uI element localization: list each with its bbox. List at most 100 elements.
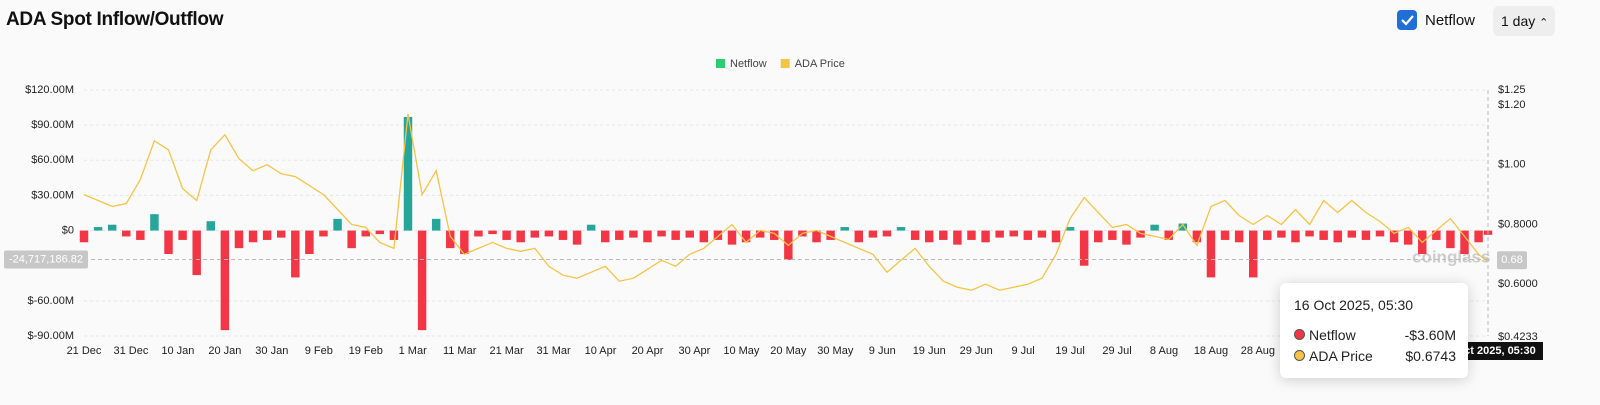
bar — [502, 230, 511, 240]
tooltip-dot — [1294, 350, 1305, 361]
tooltip-dot — [1294, 329, 1305, 340]
x-tick-label: 29 Jun — [960, 345, 993, 357]
bar — [1065, 227, 1075, 231]
bar — [1432, 230, 1441, 240]
y-tick-label: $0 — [62, 224, 74, 236]
y-tick-label: $60.00M — [31, 154, 74, 166]
header: ADA Spot Inflow/Outflow Netflow 1 day ⌃ — [0, 0, 1600, 40]
bar — [953, 230, 962, 245]
bar — [375, 230, 385, 235]
x-tick-label: 10 Apr — [585, 345, 617, 357]
bar — [1291, 230, 1300, 243]
interval-select[interactable]: 1 day ⌃ — [1493, 6, 1555, 36]
x-tick-label: 19 Feb — [349, 345, 383, 357]
bar — [629, 230, 638, 238]
x-tick-label: 11 Mar — [443, 345, 477, 357]
watermark: coinglass — [1412, 247, 1490, 266]
y-tick-label: $-60.00M — [28, 295, 74, 307]
bar — [1375, 230, 1385, 237]
bar — [122, 230, 131, 237]
bar — [1009, 230, 1018, 237]
bar — [79, 230, 89, 243]
bar — [417, 230, 427, 331]
bar — [812, 230, 821, 243]
bar — [1108, 230, 1117, 240]
bar — [868, 230, 878, 238]
x-tick-label: 20 Apr — [632, 345, 664, 357]
toggle-label[interactable]: Netflow — [1425, 12, 1476, 29]
interval-value: 1 day — [1501, 13, 1536, 29]
y-tick-label: $120.00M — [25, 84, 74, 96]
crosshair-y2-label: 0.68 — [1501, 254, 1522, 266]
bar — [347, 230, 356, 249]
bar — [164, 230, 173, 254]
bar — [516, 230, 525, 243]
bar — [150, 214, 159, 231]
page-title: ADA Spot Inflow/Outflow — [6, 9, 224, 30]
x-tick-label: 18 Aug — [1194, 345, 1228, 357]
bar — [713, 230, 723, 240]
bar — [291, 230, 300, 278]
bar — [685, 230, 694, 238]
y2-tick-label: $0.6000 — [1498, 278, 1538, 290]
legend-label: Netflow — [730, 58, 767, 70]
bar — [1150, 224, 1159, 231]
bar — [93, 227, 103, 231]
x-tick-label: 21 Dec — [67, 345, 102, 357]
tooltip-name: Netflow — [1309, 327, 1356, 343]
x-tick-label: 10 Jan — [161, 345, 194, 357]
bar — [107, 224, 117, 231]
bar — [403, 116, 413, 231]
x-tick-label: 28 Aug — [1241, 345, 1275, 357]
bar — [840, 227, 849, 231]
tooltip-value: -$3.60M — [1404, 327, 1456, 343]
y2-tick-label: $0.4233 — [1498, 331, 1538, 343]
crosshair-y-box — [4, 250, 88, 269]
y2-tick-label: $1.25 — [1498, 84, 1526, 96]
bar — [319, 230, 328, 237]
bar — [389, 230, 399, 240]
x-tick-label: 20 May — [770, 345, 807, 357]
bar — [558, 230, 568, 240]
x-tick-label: 30 Jan — [255, 345, 288, 357]
bar — [220, 230, 230, 331]
x-tick-label: 10 May — [723, 345, 760, 357]
bar — [586, 224, 596, 231]
bar — [262, 230, 272, 240]
bar — [657, 230, 666, 237]
bar — [1122, 230, 1131, 245]
bar — [1319, 230, 1328, 240]
crosshair-y2-box — [1497, 251, 1527, 270]
bar — [305, 230, 314, 254]
bar — [755, 230, 765, 238]
bar — [896, 227, 906, 231]
bar — [1094, 230, 1103, 243]
bar — [826, 230, 835, 240]
bar — [544, 230, 554, 237]
bar — [460, 230, 469, 254]
bar — [192, 230, 201, 276]
netflow-checkbox[interactable] — [1397, 10, 1417, 30]
y-tick-label: $30.00M — [31, 189, 74, 201]
bar — [727, 230, 737, 245]
legend-swatch — [780, 59, 790, 68]
bar — [178, 230, 187, 240]
bar — [1178, 223, 1188, 231]
legend-swatch — [716, 59, 725, 68]
x-tick-label: 30 May — [817, 345, 854, 357]
bar — [1389, 230, 1399, 243]
bar — [600, 230, 610, 243]
y2-tick-label: $0.8000 — [1498, 218, 1538, 230]
bar — [1333, 230, 1342, 243]
y2-tick-label: $1.00 — [1498, 159, 1526, 171]
bar — [1079, 230, 1089, 266]
x-tick-label: 9 Jul — [1012, 345, 1035, 357]
bar — [854, 230, 864, 243]
bar — [910, 230, 920, 240]
bar — [248, 230, 258, 243]
bar — [967, 230, 976, 240]
bar — [1277, 230, 1286, 238]
bar — [530, 230, 540, 238]
bar — [1460, 230, 1469, 254]
